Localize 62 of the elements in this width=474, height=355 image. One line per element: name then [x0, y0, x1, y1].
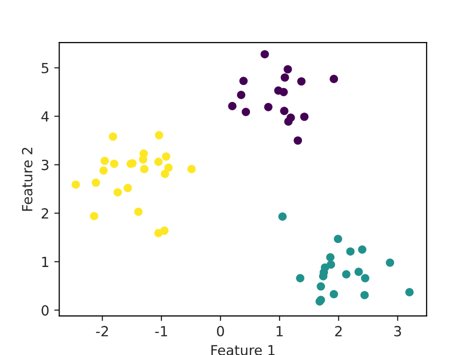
point [72, 180, 80, 189]
y-tick-label: 1 [42, 256, 48, 267]
point [342, 270, 350, 278]
point [296, 274, 304, 282]
y-tick-label: 0 [42, 305, 49, 316]
point [164, 163, 173, 172]
point [300, 112, 309, 121]
point [99, 166, 108, 175]
point [330, 290, 338, 298]
point [330, 74, 338, 84]
point [138, 155, 148, 164]
point [90, 212, 98, 220]
point [242, 108, 250, 116]
point [284, 117, 293, 126]
point [108, 132, 118, 141]
point [134, 208, 143, 216]
point [154, 131, 164, 140]
point [280, 73, 290, 82]
point [114, 188, 122, 197]
point [154, 158, 163, 166]
point [140, 164, 148, 174]
point [284, 65, 292, 74]
point [160, 170, 170, 178]
point [187, 164, 196, 174]
point [280, 106, 288, 116]
point [100, 156, 109, 166]
point [92, 178, 100, 187]
y-tick-label: 2 [42, 208, 48, 218]
point [346, 247, 355, 256]
point [278, 212, 287, 221]
x-tick-label: 3 [394, 326, 401, 336]
point [358, 245, 366, 254]
point [405, 288, 414, 296]
point [354, 268, 363, 276]
x-tick-label: 0 [216, 326, 224, 336]
point [297, 77, 306, 86]
point [334, 234, 342, 244]
point [124, 184, 132, 192]
y-tick-label: 4 [41, 111, 49, 122]
point [236, 90, 246, 100]
point [260, 50, 269, 58]
point [316, 282, 326, 291]
x-tick-label: 1 [276, 326, 283, 336]
point [294, 136, 302, 145]
x-tick-label: 2 [335, 326, 342, 336]
y-tick-label: 3 [42, 160, 48, 170]
point [264, 102, 272, 112]
x-tick-label: -1 [155, 326, 168, 336]
y-tick-label: 5 [42, 62, 48, 74]
x-tick-label: -2 [96, 326, 108, 336]
point [228, 102, 236, 110]
y-axis-title: Feature 2 [22, 148, 32, 211]
point [239, 76, 248, 86]
x-axis-title: Feature 1 [211, 345, 275, 355]
point [361, 274, 370, 282]
point [110, 160, 118, 168]
point [162, 152, 170, 161]
point [326, 253, 334, 262]
point [160, 226, 169, 235]
point [280, 88, 288, 96]
point [386, 258, 394, 267]
point [360, 290, 369, 300]
